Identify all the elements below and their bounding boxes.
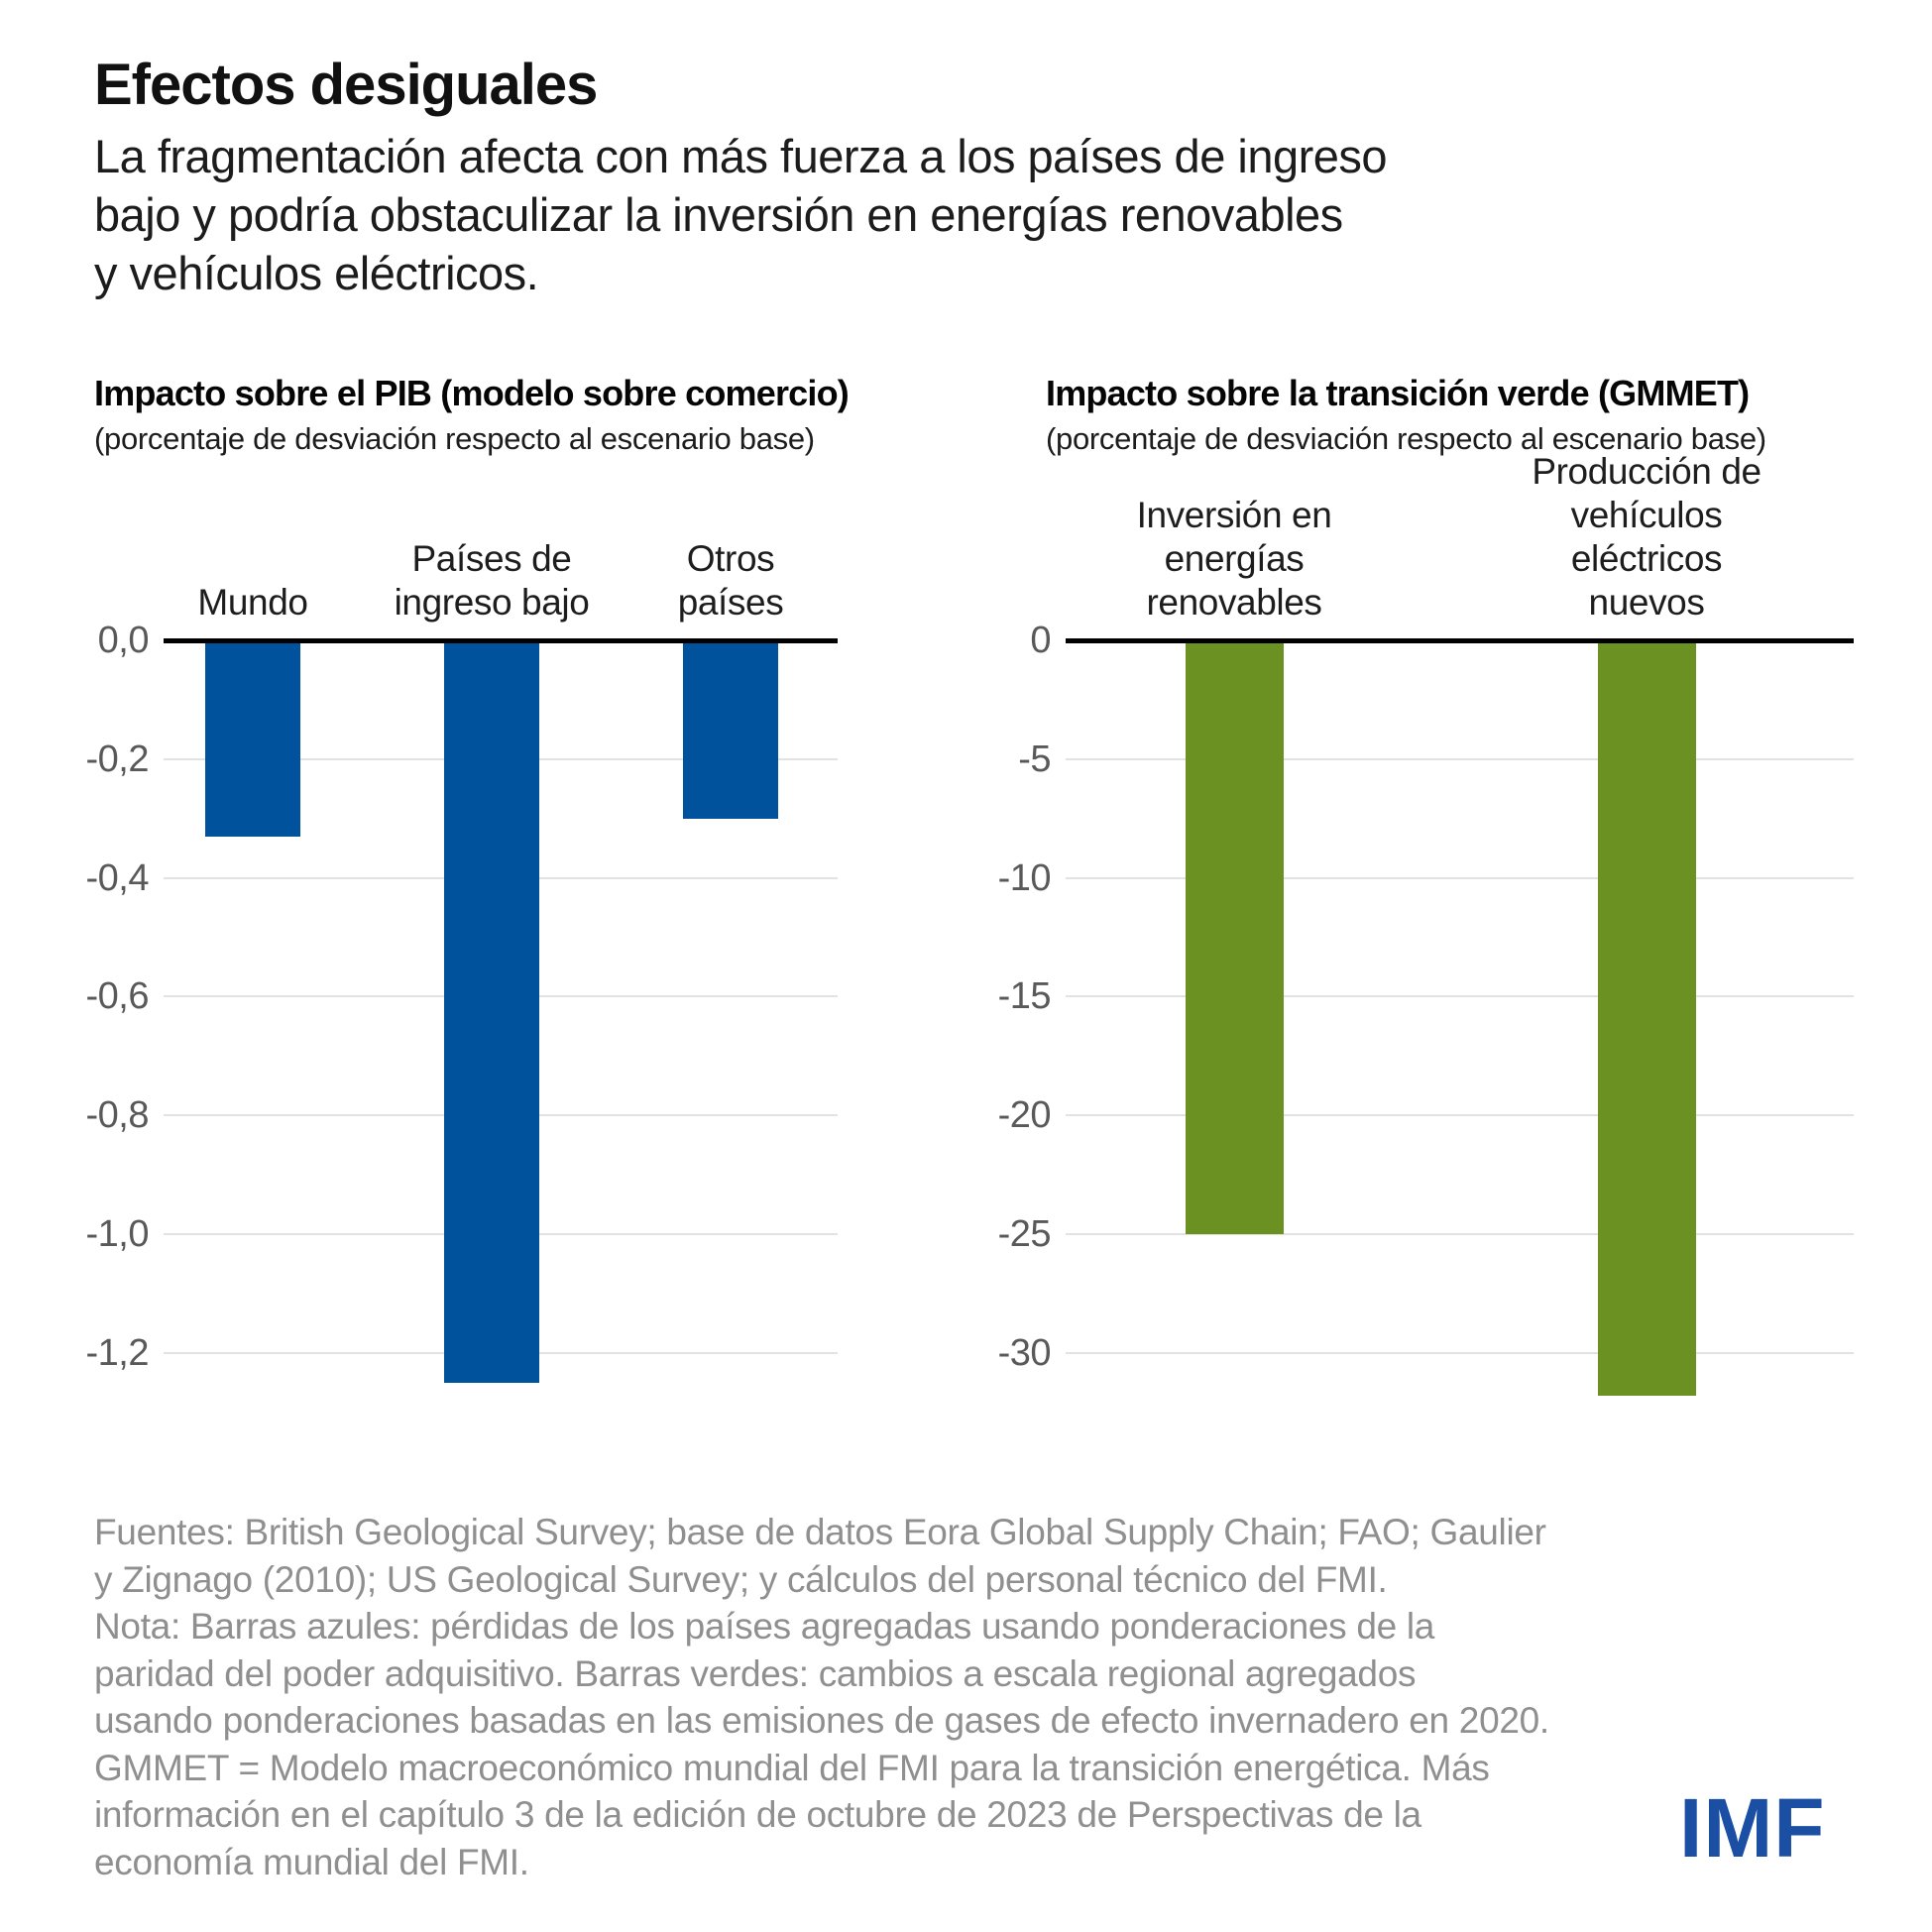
gridline [1066,995,1854,998]
y-axis-tick-label: -0,4 [85,856,150,899]
y-axis-tick-label: -15 [997,975,1052,1018]
gridline [1066,876,1854,879]
y-axis-tick-label: -0,2 [85,738,150,780]
y-axis-tick-label: 0 [1030,620,1051,661]
y-axis-tick-label: -20 [997,1094,1052,1137]
page-title: Efectos desiguales [94,53,598,117]
page-subtitle: La fragmentación afecta con más fuerza a… [94,130,1388,299]
imf-logo: IMF [1679,1781,1826,1875]
y-axis-tick-label: -25 [997,1213,1052,1255]
footnote-sources-note: Fuentes: British Geological Survey; base… [94,1512,1549,1882]
y-axis-tick-label: -0,6 [85,975,150,1018]
y-axis-tick-label: -1,0 [85,1213,150,1255]
zero-axis-line [1066,638,1854,643]
zero-axis-line [164,638,838,643]
y-axis-tick-label: -5 [1018,738,1051,780]
y-axis-tick-label: -0,8 [85,1094,150,1137]
gridline [1066,1114,1854,1117]
y-axis-tick-label: 0,0 [97,620,150,661]
y-axis-tick-label: -10 [997,856,1052,899]
bar-1 [444,640,539,1383]
left-chart-unit-label: (porcentaje de desviación respecto al es… [94,421,815,456]
gridline [1066,1351,1854,1354]
left-chart-title: Impacto sobre el PIB (modelo sobre comer… [94,373,850,413]
bar-0 [1185,640,1284,1234]
bar-1 [1597,640,1696,1396]
category-label: Otros países [677,538,784,623]
category-label: Producción de vehículos eléctricos nuevo… [1532,451,1762,623]
y-axis-tick-label: -30 [997,1331,1052,1374]
category-label: Mundo [197,582,308,623]
y-axis-tick-label: -1,2 [85,1331,150,1374]
right-chart-title: Impacto sobre la transición verde (GMMET… [1046,373,1750,413]
right-chart-unit-label: (porcentaje de desviación respecto al es… [1046,421,1766,456]
gridline [1066,1233,1854,1235]
bar-0 [205,640,300,837]
gridline [1066,757,1854,760]
category-label: Inversión en energías renovables [1136,495,1332,623]
bar-2 [683,640,778,819]
category-label: Países de ingreso bajo [394,538,590,623]
